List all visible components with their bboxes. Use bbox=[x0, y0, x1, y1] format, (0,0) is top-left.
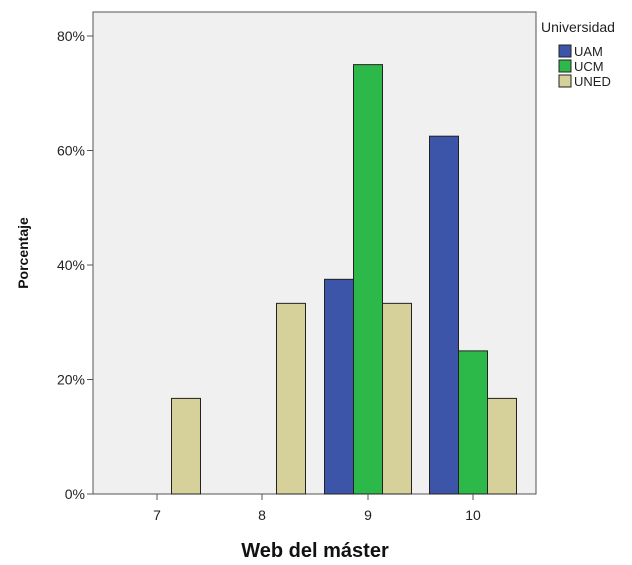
y-axis: 0% 20% 40% 60% 80% bbox=[57, 28, 93, 502]
y-tick-label: 40% bbox=[57, 257, 85, 273]
legend-swatch-uam bbox=[558, 44, 572, 58]
x-tick-label: 7 bbox=[153, 507, 161, 523]
bar-uam-10 bbox=[429, 135, 459, 495]
legend-label-ucm: UCM bbox=[574, 59, 604, 74]
bar-uned-9 bbox=[382, 302, 412, 495]
bars-group bbox=[171, 64, 517, 495]
x-axis-title: Web del máster bbox=[241, 540, 389, 562]
bar-uned-7 bbox=[171, 397, 201, 495]
x-axis: 7 8 9 10 bbox=[153, 494, 481, 523]
y-tick-label: 20% bbox=[57, 372, 85, 388]
y-tick-label: 60% bbox=[57, 143, 85, 159]
y-axis-title: Porcentaje bbox=[15, 217, 31, 289]
x-tick-label: 10 bbox=[465, 507, 481, 523]
x-tick-label: 8 bbox=[258, 507, 266, 523]
x-tick-label: 9 bbox=[364, 507, 372, 523]
bar-uned-10 bbox=[487, 397, 517, 495]
bar-uned-8 bbox=[276, 302, 306, 495]
legend-title: Universidad bbox=[541, 19, 615, 35]
legend-swatch-uned bbox=[558, 74, 572, 88]
bar-uam-9 bbox=[324, 278, 354, 495]
bar-ucm-10 bbox=[458, 350, 488, 495]
legend-swatch-ucm bbox=[558, 59, 572, 73]
legend-label-uam: UAM bbox=[574, 44, 603, 59]
legend-label-uned: UNED bbox=[574, 74, 611, 89]
bar-ucm-9 bbox=[353, 64, 383, 495]
y-tick-label: 0% bbox=[65, 486, 85, 502]
y-tick-label: 80% bbox=[57, 28, 85, 44]
